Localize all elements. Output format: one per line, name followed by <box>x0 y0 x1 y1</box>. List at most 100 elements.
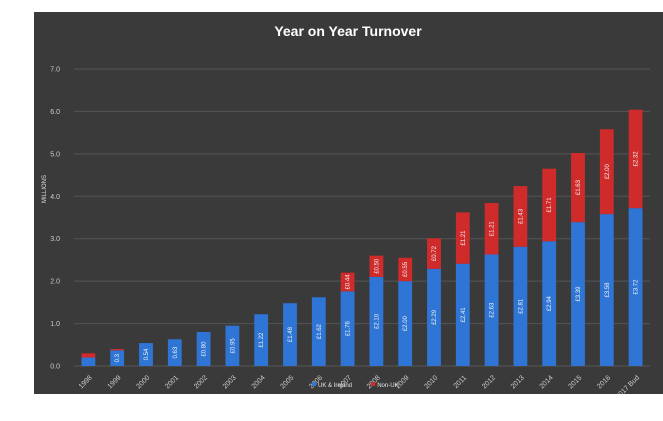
x-tick-label: 2000 <box>135 374 151 390</box>
bar-uk-ireland <box>628 208 643 366</box>
bar-uk-ireland <box>167 339 182 366</box>
y-tick-label: 3.0 <box>50 236 60 243</box>
y-tick-label: 4.0 <box>50 194 60 201</box>
bar-value-label: £1.21 <box>461 230 467 246</box>
y-tick-label: 2.0 <box>50 279 60 286</box>
bar-value-label: £1.63 <box>576 179 582 195</box>
bar-value-label: £1.76 <box>346 320 352 336</box>
bar-value-label: £2.63 <box>490 302 496 318</box>
bar-value-label: 0.3 <box>115 353 121 362</box>
chart-area: 0.0 1.0 2.0 3.0 4.0 5.0 6.0 7.0 0.3 0.54 0.63 £0.8… <box>34 12 663 394</box>
y-tick-label: 6.0 <box>50 109 60 116</box>
bar-non-uk <box>628 109 643 209</box>
bar-non-uk <box>110 349 125 351</box>
bar-value-label: £2.94 <box>547 295 553 311</box>
bar-labels: 0.3 0.54 0.63 £0.80 £0.95 £1.22 £1.48 £1.62 £1.7… <box>115 151 639 363</box>
bar-value-label: £2.00 <box>605 164 611 180</box>
turnover-chart: 0.0 1.0 2.0 3.0 4.0 5.0 6.0 7.0 0.3 0.54 0.63 £0.8… <box>42 23 650 394</box>
y-axis-ticks: 0.0 1.0 2.0 3.0 4.0 5.0 6.0 7.0 <box>50 67 60 371</box>
bar-uk-ireland <box>340 291 355 366</box>
x-tick-label: 1999 <box>107 374 123 390</box>
bar-uk-ireland <box>311 297 326 366</box>
bar-value-label: £1.48 <box>288 326 294 342</box>
bar-uk-ireland <box>599 214 614 366</box>
bar-value-label: £2.41 <box>461 307 467 323</box>
bar-uk-ireland <box>254 314 269 366</box>
x-tick-label: 2012 <box>481 374 497 390</box>
bar-uk-ireland <box>283 303 297 366</box>
x-tick-label: 2004 <box>251 374 267 390</box>
x-tick-label: 2001 <box>164 374 180 390</box>
bar-value-label: £1.62 <box>317 323 323 339</box>
bar-uk-ireland <box>427 268 441 366</box>
bar-value-label: £2.32 <box>634 151 640 167</box>
bar-value-label: £2.81 <box>518 298 524 314</box>
bar-non-uk <box>542 168 557 242</box>
bar-non-uk <box>398 257 413 282</box>
bar-uk-ireland <box>484 254 499 366</box>
bar-value-label: 0.63 <box>173 346 179 358</box>
legend: UK & Ireland Non-UK <box>312 382 399 389</box>
x-tick-label: 1998 <box>78 374 94 390</box>
bar-value-label: £3.39 <box>576 286 582 302</box>
bar-value-label: £0.80 <box>202 341 208 357</box>
bar-non-uk <box>369 255 384 277</box>
bar-non-uk <box>455 212 470 264</box>
bar-value-label: £2.10 <box>374 313 380 329</box>
bar-value-label: £0.95 <box>230 338 236 354</box>
x-tick-label: 2010 <box>423 374 439 390</box>
y-tick-label: 7.0 <box>50 67 60 74</box>
x-axis-ticks: 1998 1999 2000 2001 2002 2003 2004 2005 2006 2007… <box>78 374 641 394</box>
x-tick-label: 2014 <box>539 374 555 390</box>
y-tick-label: 5.0 <box>50 151 60 158</box>
y-tick-label: 1.0 <box>50 321 60 328</box>
bars <box>81 109 643 366</box>
x-tick-label: 2011 <box>453 374 469 390</box>
bar-uk-ireland <box>81 357 96 366</box>
x-tick-label: 2017 Bud <box>615 374 641 394</box>
bar-value-label: £2.29 <box>432 309 438 325</box>
bar-non-uk <box>571 153 585 223</box>
bar-non-uk <box>81 353 96 358</box>
bar-value-label: £1.21 <box>490 221 496 237</box>
x-tick-label: 2005 <box>279 374 295 390</box>
bar-non-uk <box>599 129 614 215</box>
bar-uk-ireland <box>542 241 557 366</box>
bar-value-label: £0.50 <box>374 258 380 274</box>
bar-value-label: £1.71 <box>547 197 553 213</box>
bar-uk-ireland <box>513 246 528 366</box>
gridlines <box>74 68 650 367</box>
bar-uk-ireland <box>369 276 384 366</box>
bar-value-label: £3.58 <box>605 282 611 298</box>
bar-value-label: £0.44 <box>346 274 352 290</box>
chart-title: Year on Year Turnover <box>274 23 422 39</box>
x-tick-label: 2015 <box>567 374 583 390</box>
bar-value-label: £3.72 <box>634 279 640 295</box>
bar-uk-ireland <box>455 263 470 366</box>
legend-swatch-non-uk <box>371 382 376 386</box>
x-tick-label: 2003 <box>222 374 238 390</box>
bar-non-uk <box>340 272 355 292</box>
bar-non-uk <box>513 186 528 247</box>
y-axis-label: MILLIONS <box>42 175 48 203</box>
legend-label-uk-ireland: UK & Ireland <box>318 383 352 389</box>
bar-value-label: £1.43 <box>518 208 524 224</box>
bar-value-label: £2.00 <box>403 315 409 331</box>
bar-non-uk <box>427 238 441 269</box>
bar-value-label: £0.72 <box>432 245 438 261</box>
legend-label-non-uk: Non-UK <box>377 383 398 389</box>
x-tick-label: 2002 <box>193 374 209 390</box>
bar-uk-ireland <box>110 350 125 366</box>
bar-non-uk <box>484 203 499 255</box>
y-tick-label: 0.0 <box>50 364 60 371</box>
x-tick-label: 2016 <box>596 374 612 390</box>
bar-uk-ireland <box>571 222 585 366</box>
bar-uk-ireland <box>139 343 153 366</box>
x-tick-label: 2013 <box>510 374 526 390</box>
bar-value-label: 0.54 <box>144 348 150 360</box>
legend-swatch-uk-ireland <box>312 382 316 386</box>
bar-uk-ireland <box>196 332 211 366</box>
bar-uk-ireland <box>398 281 413 366</box>
bar-value-label: £0.55 <box>403 261 409 277</box>
bar-uk-ireland <box>225 325 240 366</box>
